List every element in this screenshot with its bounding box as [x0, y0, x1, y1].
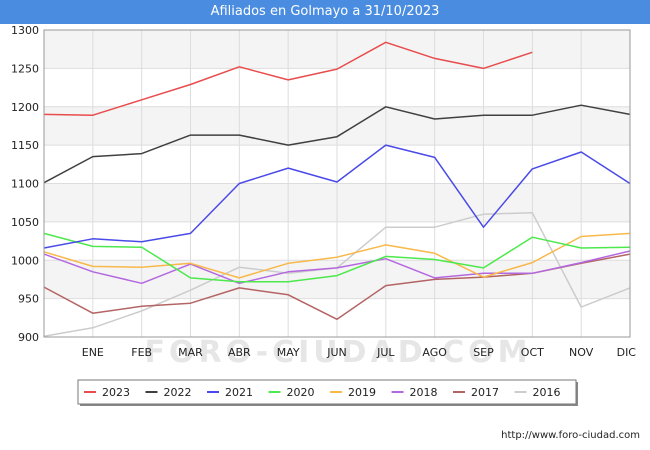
legend-label-2021: 2021	[225, 386, 253, 399]
series-line-2023	[43, 41, 533, 116]
plot-border	[43, 29, 631, 338]
y-tick-label: 950	[18, 293, 39, 306]
series-line-2022	[43, 104, 631, 184]
x-tick-label: ENE	[82, 346, 104, 359]
y-tick-label: 900	[18, 331, 39, 344]
y-tick-label: 1200	[11, 101, 39, 114]
x-tick-label: ABR	[228, 346, 251, 359]
y-tick-label: 1300	[11, 24, 39, 37]
series-lines	[43, 41, 631, 337]
legend-label-2022: 2022	[164, 386, 192, 399]
legend-label-2023: 2023	[102, 386, 130, 399]
y-tick-label: 1250	[11, 62, 39, 75]
x-tick-label: OCT	[521, 346, 544, 359]
watermark: FORO-CIUDAD.COM	[145, 335, 532, 370]
series-line-2020	[43, 232, 631, 283]
x-tick-label: MAR	[178, 346, 203, 359]
y-tick-label: 1150	[11, 139, 39, 152]
series-line-2018	[43, 250, 631, 285]
x-axis-ticks: ENE FEB MAR ABR MAY JUN JUL AGO SEP OCT NOV DIC	[82, 346, 637, 359]
legend-label-2017: 2017	[471, 386, 499, 399]
legend-label-2016: 2016	[533, 386, 561, 399]
y-tick-label: 1000	[11, 254, 39, 267]
x-tick-label: MAY	[277, 346, 300, 359]
series-line-2021	[43, 144, 631, 249]
x-tick-label: JUN	[326, 346, 347, 359]
chart-title: Afiliados en Golmayo a 31/10/2023	[210, 4, 440, 19]
legend-label-2018: 2018	[410, 386, 438, 399]
x-tick-label: DIC	[617, 346, 637, 359]
x-tick-label: FEB	[131, 346, 152, 359]
credit-url: http://www.foro-ciudad.com	[501, 430, 640, 441]
x-tick-label: AGO	[422, 346, 447, 359]
x-tick-label: JUL	[376, 346, 395, 359]
legend-label-2019: 2019	[348, 386, 376, 399]
legend-box	[77, 379, 577, 405]
legend-label-2020: 2020	[287, 386, 315, 399]
title-bar	[0, 0, 650, 24]
series-line-2019	[43, 232, 631, 279]
y-tick-label: 1050	[11, 216, 39, 229]
y-tick-label: 1100	[11, 178, 39, 191]
legend: 2023 2022 2021 2020 2019 2018 2017 2016	[77, 379, 578, 406]
y-axis-ticks: 900 950 1000 1050 1100 1150 1200 1250 1300	[11, 24, 39, 344]
x-tick-label: SEP	[473, 346, 494, 359]
x-tick-label: NOV	[569, 346, 594, 359]
